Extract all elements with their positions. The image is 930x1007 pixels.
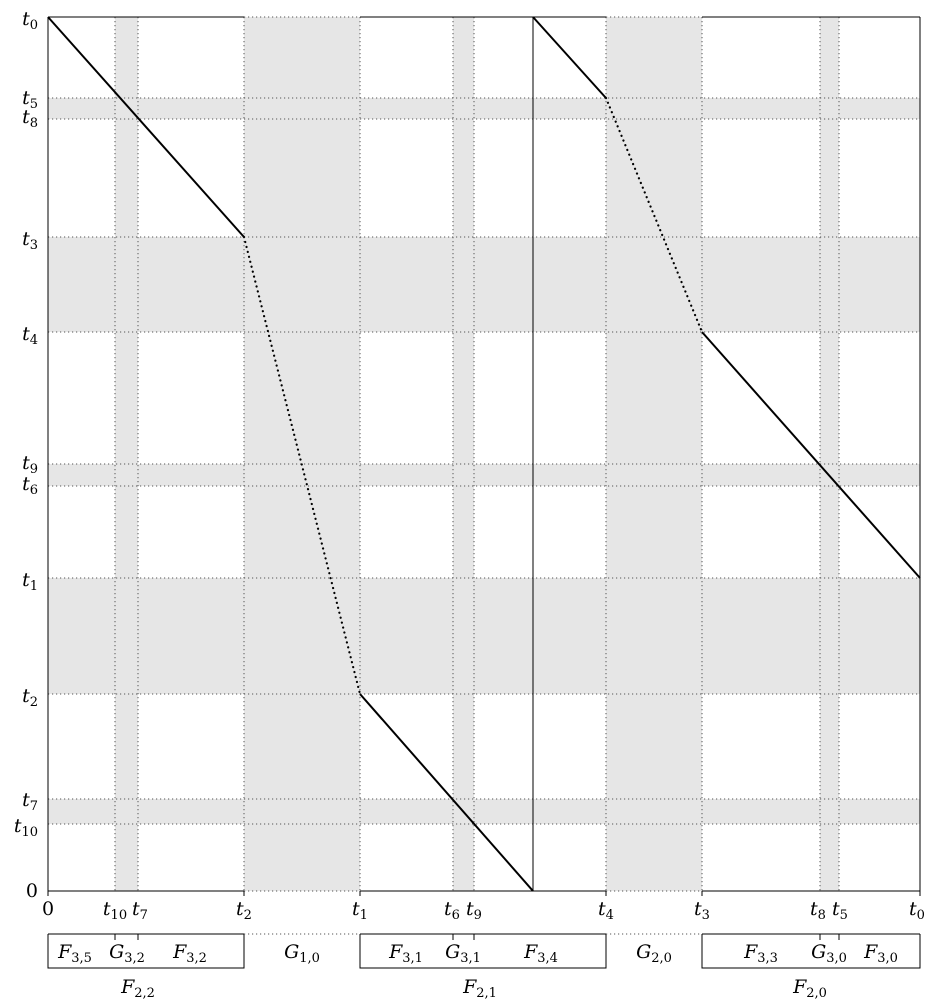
band-row-t5-t8 [48, 98, 920, 119]
x-label-t7: t7 [132, 898, 148, 923]
level2-label-f22: F2,2 [120, 976, 155, 1001]
y-label-t6: t6 [22, 473, 38, 498]
band-row-t1-t2 [48, 578, 920, 694]
x-axis-ticks [47, 891, 921, 896]
x-label-t10: t10 [103, 898, 127, 923]
x-label-t1: t1 [352, 898, 368, 923]
band-col-g32 [115, 17, 138, 891]
band-col-g20 [606, 17, 702, 891]
y-label-t2: t2 [22, 685, 38, 710]
level1-label-f30: F3,0 [863, 941, 898, 966]
y-label-t5: t5 [22, 87, 38, 112]
x-label-t9: t9 [466, 898, 482, 923]
level1-label-g31: G3,1 [445, 941, 481, 966]
y-label-t9: t9 [22, 452, 38, 477]
dotted-gridlines [48, 16, 920, 892]
level1-label-f31: F3,1 [388, 941, 423, 966]
x-label-t5: t5 [832, 898, 848, 923]
trajectory-jump-1 [242, 235, 362, 696]
trajectory-seg-3 [532, 16, 607, 99]
x-label-t2: t2 [236, 898, 252, 923]
shaded-bands [48, 17, 920, 891]
y-label-0: 0 [26, 880, 38, 902]
trajectory-seg-2 [359, 693, 534, 892]
level1-label-f35: F3,5 [57, 941, 92, 966]
level1-label-g32: G3,2 [109, 941, 145, 966]
trajectory-seg-1 [47, 16, 245, 238]
y-label-t7: t7 [22, 789, 38, 814]
level1-box-right [701, 934, 921, 969]
x-axis-labels: 0 t10 t7 t2 t1 t6 t9 t4 t3 t8 t5 t0 [42, 898, 925, 923]
x-label-t0: t0 [909, 898, 925, 923]
level1-labels: F3,5 G3,2 F3,2 G1,0 F3,1 G3,1 F3,4 G2,0 … [57, 941, 898, 966]
level1-box-middle [359, 934, 607, 969]
x-label-0: 0 [42, 898, 54, 920]
trajectory [47, 16, 921, 892]
level1-label-g20: G2,0 [636, 941, 672, 966]
x-label-t4: t4 [598, 898, 614, 923]
level1-label-g30: G3,0 [811, 941, 847, 966]
level2-label-f20: F2,0 [792, 976, 827, 1001]
y-label-t4: t4 [22, 323, 38, 348]
x-label-t6: t6 [444, 898, 460, 923]
y-axis-labels: t0 t5 t8 t3 t4 t9 t6 t1 t2 t7 t10 0 [14, 8, 38, 902]
level1-label-f33: F3,3 [743, 941, 778, 966]
band-row-t7-t10 [48, 799, 920, 824]
level1-partition [47, 933, 921, 969]
y-label-t0: t0 [22, 8, 38, 33]
band-col-g31 [453, 17, 474, 891]
level1-box-left [47, 934, 245, 969]
trajectory-jump-2 [604, 96, 704, 334]
band-col-g30 [820, 17, 839, 891]
y-label-t3: t3 [22, 228, 38, 253]
level1-label-f32: F3,2 [172, 941, 207, 966]
y-label-t1: t1 [22, 569, 38, 594]
x-label-t8: t8 [810, 898, 826, 923]
y-label-t8: t8 [22, 106, 38, 131]
band-row-t9-t6 [48, 464, 920, 486]
level1-label-g10: G1,0 [284, 941, 320, 966]
level2-labels: F2,2 F2,1 F2,0 [120, 976, 827, 1001]
level1-label-f34: F3,4 [523, 941, 558, 966]
band-row-t3-t4 [48, 237, 920, 332]
band-col-g10 [244, 17, 360, 891]
x-label-t3: t3 [694, 898, 710, 923]
solid-frame [47, 16, 921, 892]
trajectory-seg-4 [701, 331, 921, 579]
level2-label-f21: F2,1 [462, 976, 497, 1001]
y-label-t10: t10 [14, 815, 38, 840]
